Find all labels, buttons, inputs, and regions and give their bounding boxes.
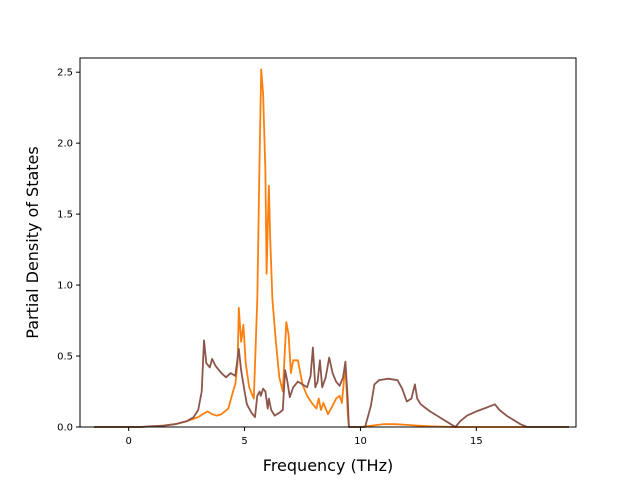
y-axis-title: Partial Density of States [23,146,42,338]
y-tick-label: 0.5 [57,352,73,363]
plot-area [93,68,569,428]
x-tick-label: 0 [125,436,131,447]
x-tick-label: 10 [354,436,367,447]
y-tick-label: 2.5 [57,68,73,79]
x-axis: 0 5 10 15 [125,427,483,447]
y-tick-label: 0.0 [57,423,73,434]
y-tick-label: 1.0 [57,281,73,292]
series-line-2 [93,339,569,428]
y-axis: 0.0 0.5 1.0 1.5 2.0 2.5 [57,68,80,434]
x-axis-title: Frequency (THz) [263,456,393,475]
x-tick-label: 15 [470,436,483,447]
x-tick-label: 5 [241,436,247,447]
y-tick-label: 1.5 [57,210,73,221]
axes-frame [79,57,577,428]
y-tick-label: 2.0 [57,139,73,150]
series-line-1 [93,68,569,428]
